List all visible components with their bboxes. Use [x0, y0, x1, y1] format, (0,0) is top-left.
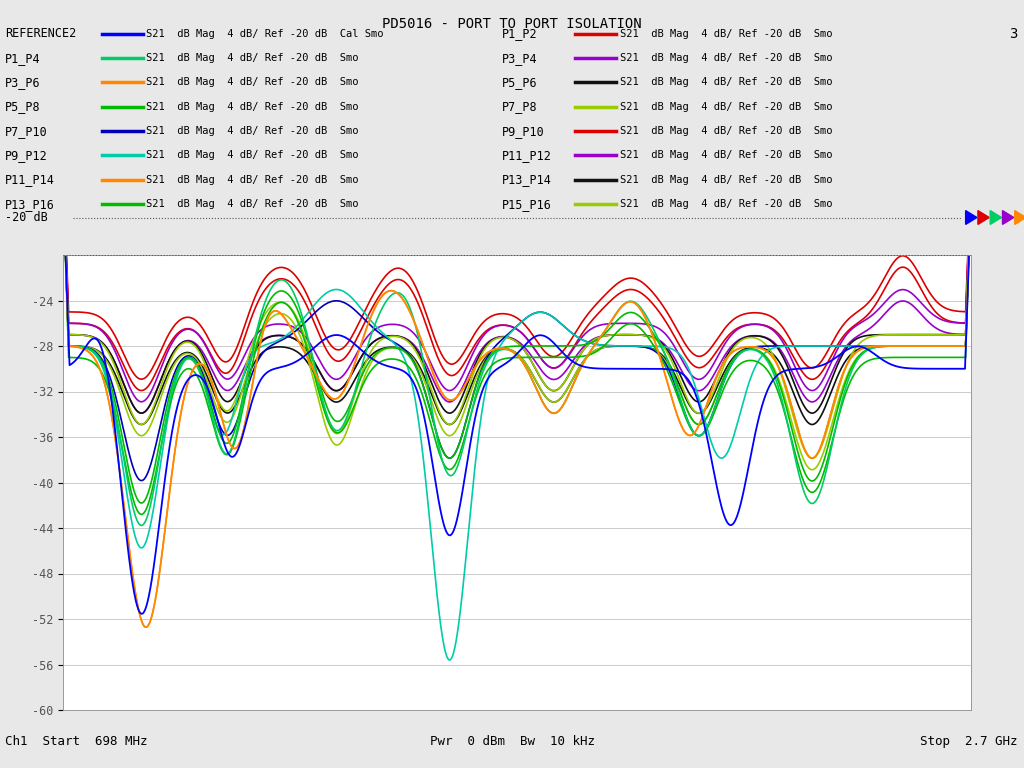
Text: S21  dB Mag  4 dB/ Ref -20 dB  Smo: S21 dB Mag 4 dB/ Ref -20 dB Smo: [146, 78, 359, 88]
Text: REFERENCE2: REFERENCE2: [5, 28, 77, 40]
Text: PD5016 - PORT TO PORT ISOLATION: PD5016 - PORT TO PORT ISOLATION: [382, 17, 642, 31]
Text: P13_P14: P13_P14: [502, 174, 552, 187]
Text: S21  dB Mag  4 dB/ Ref -20 dB  Smo: S21 dB Mag 4 dB/ Ref -20 dB Smo: [146, 151, 359, 161]
Text: S21  dB Mag  4 dB/ Ref -20 dB  Smo: S21 dB Mag 4 dB/ Ref -20 dB Smo: [146, 199, 359, 209]
Text: P9_P12: P9_P12: [5, 149, 48, 162]
Text: Ch1  Start  698 MHz: Ch1 Start 698 MHz: [5, 736, 147, 748]
Text: S21  dB Mag  4 dB/ Ref -20 dB  Smo: S21 dB Mag 4 dB/ Ref -20 dB Smo: [620, 199, 833, 209]
Text: P9_P10: P9_P10: [502, 124, 545, 137]
Text: P7_P10: P7_P10: [5, 124, 48, 137]
Text: P11_P14: P11_P14: [5, 174, 55, 187]
Text: P1_P4: P1_P4: [5, 51, 41, 65]
Text: S21  dB Mag  4 dB/ Ref -20 dB  Smo: S21 dB Mag 4 dB/ Ref -20 dB Smo: [146, 53, 359, 63]
Text: P3_P6: P3_P6: [5, 76, 41, 89]
Text: P13_P16: P13_P16: [5, 197, 55, 210]
Text: P5_P6: P5_P6: [502, 76, 538, 89]
Text: Stop  2.7 GHz: Stop 2.7 GHz: [921, 736, 1018, 748]
Text: P5_P8: P5_P8: [5, 101, 41, 114]
Text: S21  dB Mag  4 dB/ Ref -20 dB  Smo: S21 dB Mag 4 dB/ Ref -20 dB Smo: [146, 126, 359, 136]
Text: S21  dB Mag  4 dB/ Ref -20 dB  Smo: S21 dB Mag 4 dB/ Ref -20 dB Smo: [146, 175, 359, 185]
Text: Pwr  0 dBm  Bw  10 kHz: Pwr 0 dBm Bw 10 kHz: [429, 736, 595, 748]
Text: P7_P8: P7_P8: [502, 101, 538, 114]
Text: S21  dB Mag  4 dB/ Ref -20 dB  Smo: S21 dB Mag 4 dB/ Ref -20 dB Smo: [620, 151, 833, 161]
Text: 3: 3: [1010, 27, 1018, 41]
Text: S21  dB Mag  4 dB/ Ref -20 dB  Cal Smo: S21 dB Mag 4 dB/ Ref -20 dB Cal Smo: [146, 28, 384, 39]
Text: S21  dB Mag  4 dB/ Ref -20 dB  Smo: S21 dB Mag 4 dB/ Ref -20 dB Smo: [620, 78, 833, 88]
Text: S21  dB Mag  4 dB/ Ref -20 dB  Smo: S21 dB Mag 4 dB/ Ref -20 dB Smo: [620, 175, 833, 185]
Text: P1_P2: P1_P2: [502, 28, 538, 40]
Text: P11_P12: P11_P12: [502, 149, 552, 162]
Text: S21  dB Mag  4 dB/ Ref -20 dB  Smo: S21 dB Mag 4 dB/ Ref -20 dB Smo: [620, 102, 833, 112]
Text: S21  dB Mag  4 dB/ Ref -20 dB  Smo: S21 dB Mag 4 dB/ Ref -20 dB Smo: [146, 102, 359, 112]
Text: -20 dB: -20 dB: [5, 211, 48, 224]
Text: S21  dB Mag  4 dB/ Ref -20 dB  Smo: S21 dB Mag 4 dB/ Ref -20 dB Smo: [620, 28, 833, 39]
Text: S21  dB Mag  4 dB/ Ref -20 dB  Smo: S21 dB Mag 4 dB/ Ref -20 dB Smo: [620, 53, 833, 63]
Text: S21  dB Mag  4 dB/ Ref -20 dB  Smo: S21 dB Mag 4 dB/ Ref -20 dB Smo: [620, 126, 833, 136]
Text: P3_P4: P3_P4: [502, 51, 538, 65]
Text: P15_P16: P15_P16: [502, 197, 552, 210]
